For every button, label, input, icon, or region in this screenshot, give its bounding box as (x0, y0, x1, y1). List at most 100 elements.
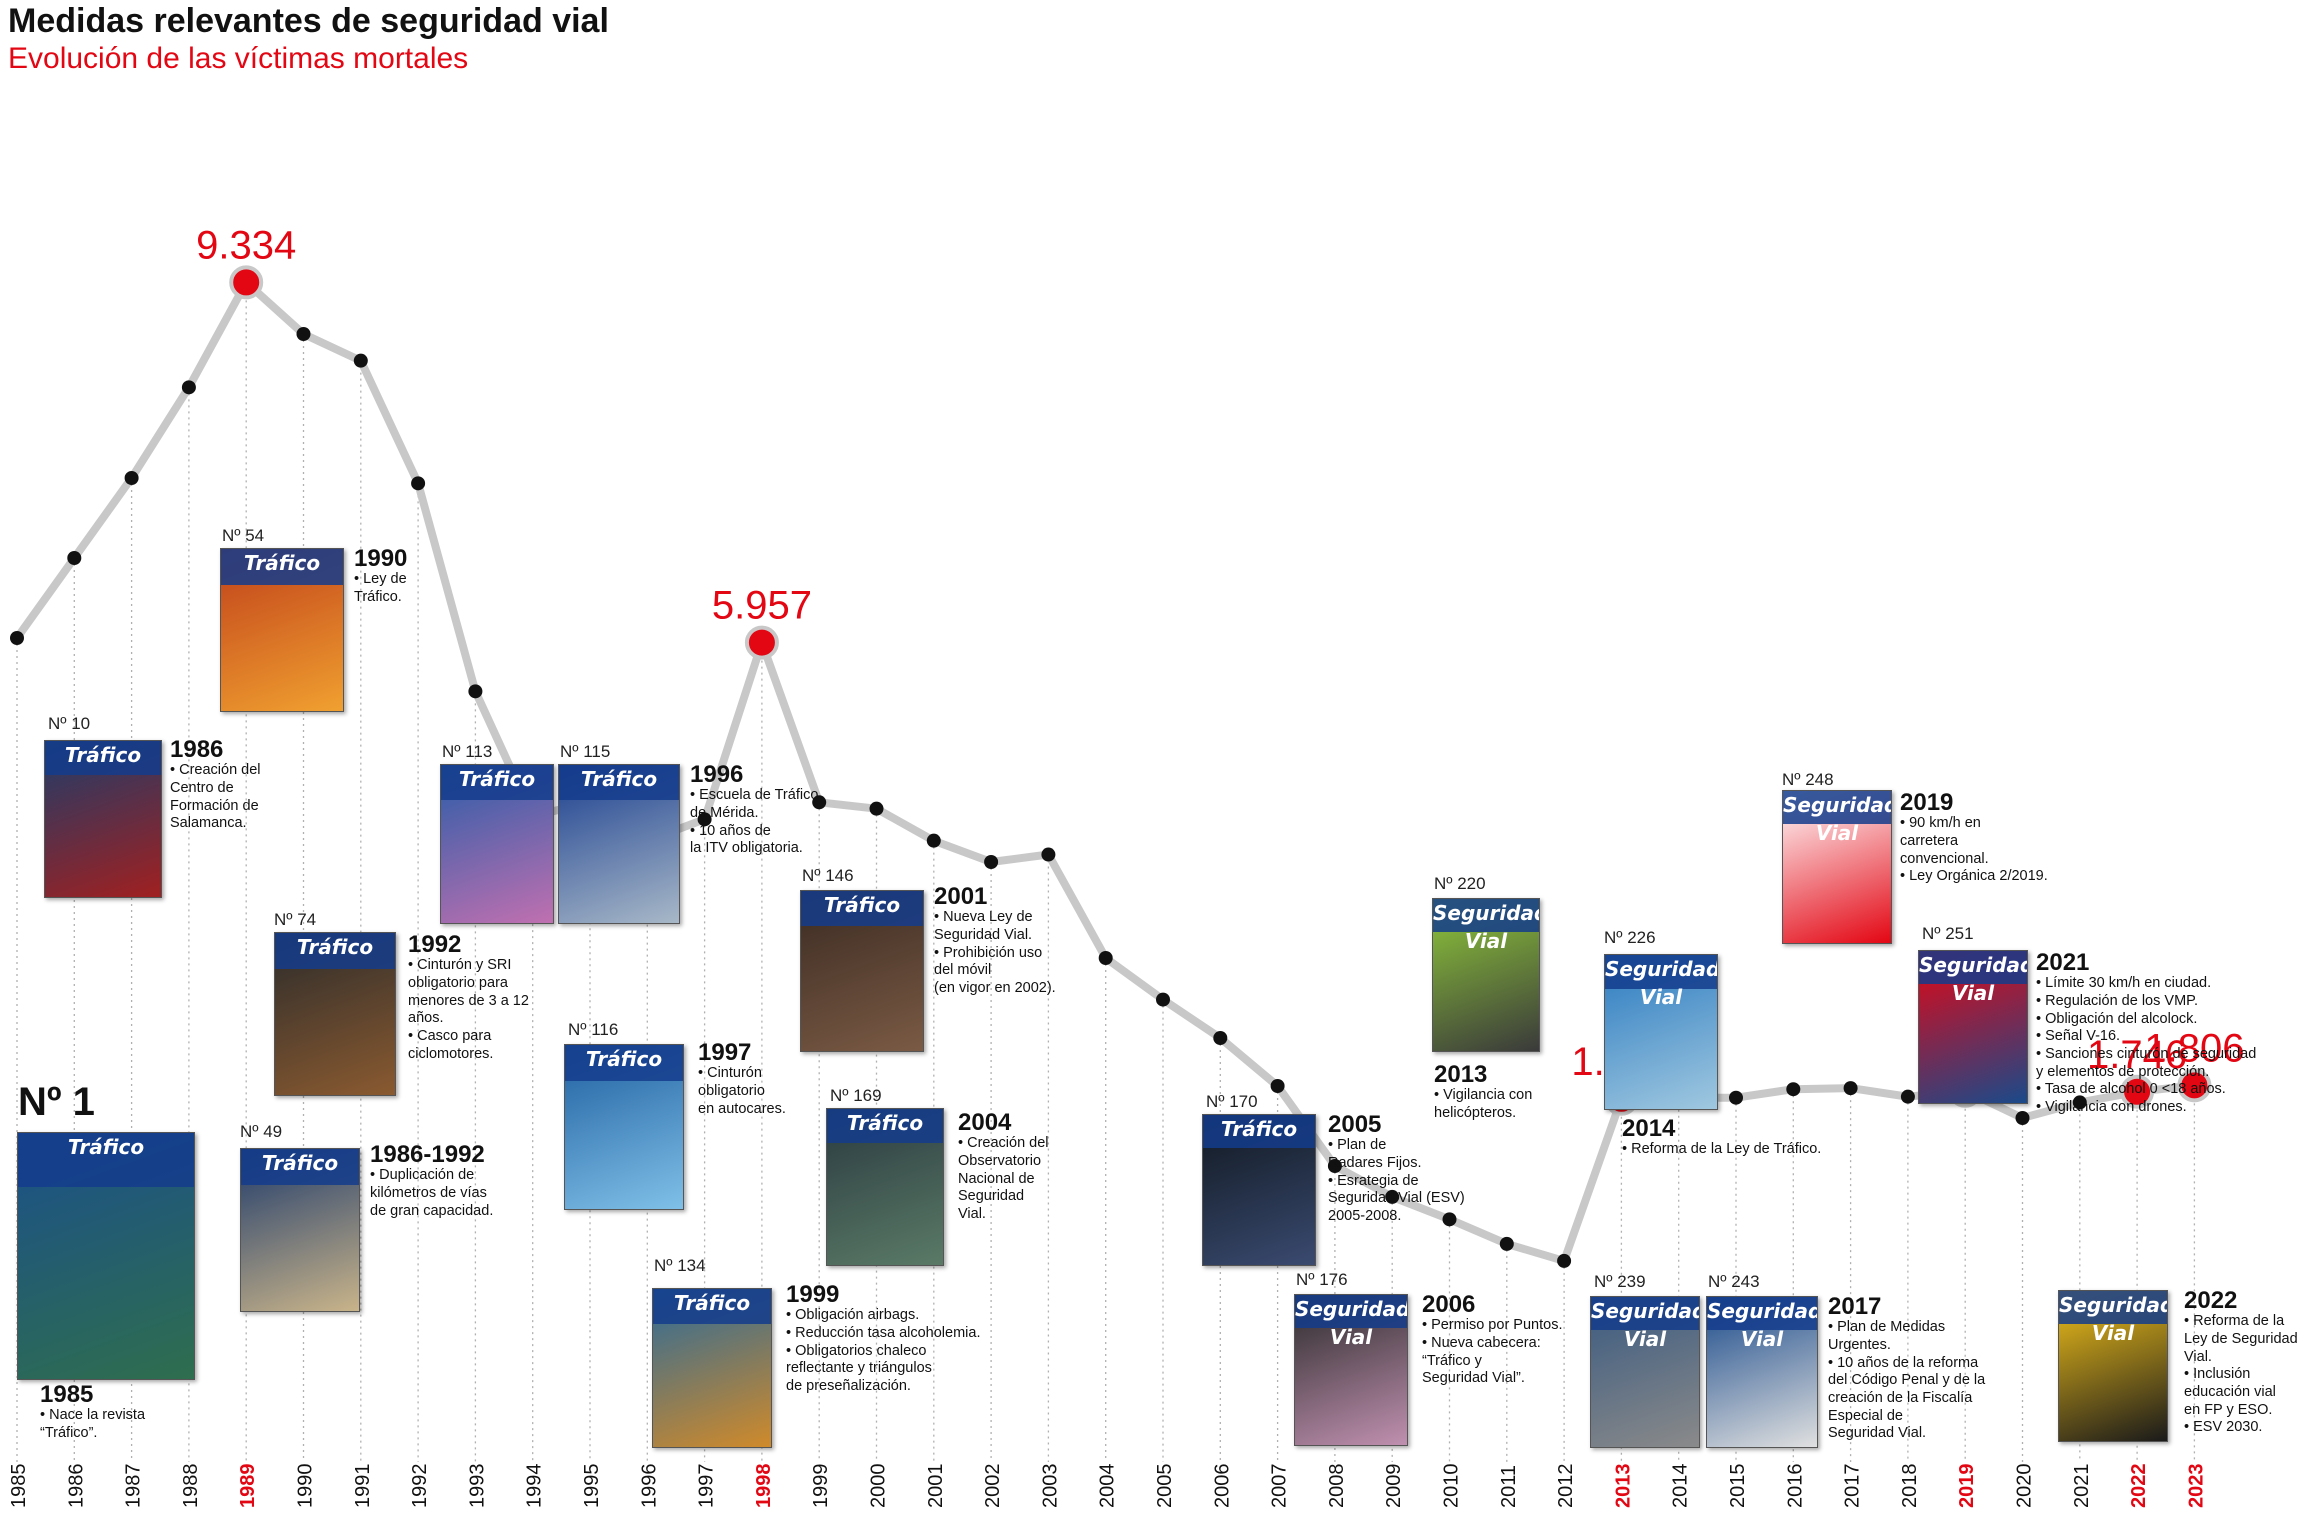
cover-issue-176: Seguridad Vial (1294, 1294, 1408, 1446)
cover-issue-2022: Seguridad Vial (2058, 1290, 2168, 1442)
issue-label: Nº 248 (1782, 770, 1834, 789)
cover-issue-134: Tráfico (652, 1288, 772, 1448)
issue-label: Nº 54 (222, 526, 265, 545)
issue-label: Nº 243 (1708, 1272, 1760, 1291)
x-tick-label-1990: 1990 (295, 1464, 317, 1509)
event-text: • Plan de Medidas Urgentes. • 10 años de… (1828, 1319, 1986, 1442)
cover-issue-226: Seguridad Vial (1604, 954, 1718, 1110)
event-text: • Nace la revista “Tráfico”. (40, 1407, 146, 1441)
event-1992: 1992 • Cinturón y SRI obligatorio para m… (408, 932, 529, 1063)
value-label-1989: 9.334 (196, 223, 296, 267)
event-text: • Reforma de la Ley de Seguridad Vial. •… (2184, 1313, 2298, 1436)
data-point-2006 (1213, 1031, 1228, 1045)
x-tick-label-1998: 1998 (753, 1464, 775, 1509)
cover-masthead: Tráfico (653, 1289, 771, 1324)
chart-subtitle: Evolución de las víctimas mortales (8, 42, 469, 75)
issue-label: Nº 176 (1296, 1270, 1348, 1289)
data-point-2003 (1041, 847, 1056, 862)
event-text: • Cinturón obligatorio en autocares. (698, 1065, 786, 1117)
x-tick-label-2003: 2003 (1039, 1464, 1061, 1509)
cover-masthead: Tráfico (441, 765, 553, 800)
cover-issue-49: Tráfico (240, 1148, 360, 1312)
event-text: • Nueva Ley de Seguridad Vial. • Prohibi… (934, 909, 1056, 996)
cover-issue-74: Tráfico (274, 932, 396, 1096)
cover-issue-169: Tráfico (826, 1108, 944, 1266)
issue-label: Nº 170 (1206, 1092, 1258, 1111)
x-tick-label-1997: 1997 (696, 1464, 718, 1509)
event-year: 2004 (958, 1109, 1012, 1136)
event-2004: 2004 • Creación del Observatorio Naciona… (958, 1110, 1049, 1224)
x-tick-label-1996: 1996 (638, 1464, 660, 1509)
x-tick-label-2009: 2009 (1383, 1464, 1405, 1509)
event-text: • Creación del Centro de Formación de Sa… (170, 762, 261, 832)
event-year: 2017 (1828, 1293, 1882, 1320)
x-tick-label-2002: 2002 (982, 1464, 1004, 1509)
event-text: • Obligación airbags. • Reducción tasa a… (786, 1307, 981, 1394)
x-tick-label-2016: 2016 (1784, 1464, 1806, 1509)
event-text: • Límite 30 km/h en ciudad. • Regulación… (2036, 975, 2257, 1115)
cover-masthead: Tráfico (827, 1109, 943, 1144)
cover-issue-220: Seguridad Vial (1432, 898, 1540, 1052)
issue-label: Nº 116 (568, 1020, 619, 1039)
cover-masthead: Tráfico (801, 891, 923, 927)
x-tick-label-1991: 1991 (352, 1464, 374, 1509)
event-text: • Ley de Tráfico. (354, 571, 407, 605)
event-text: • Reforma de la Ley de Tráfico. (1622, 1141, 1822, 1158)
x-tick-label-2014: 2014 (1670, 1464, 1692, 1509)
data-point-1985 (10, 631, 24, 645)
issue-label: Nº 134 (654, 1256, 706, 1275)
cover-issue-113: Tráfico (440, 764, 554, 924)
data-point-2004 (1098, 951, 1113, 965)
x-tick-label-1985: 1985 (8, 1464, 30, 1509)
event-text: • Escuela de Tráfico de Mérida. • 10 año… (690, 787, 819, 857)
event-2022: 2022 • Reforma de la Ley de Seguridad Vi… (2184, 1288, 2298, 1437)
x-tick-label-2005: 2005 (1154, 1464, 1176, 1509)
data-point-2008 (1327, 1159, 1342, 1173)
issue-number-1: Nº 1 (18, 1080, 95, 1124)
event-2001: 2001 • Nueva Ley de Seguridad Vial. • Pr… (934, 884, 1056, 998)
data-point-1998 (744, 625, 779, 660)
event-year: 1999 (786, 1281, 840, 1308)
event-1999: 1999 • Obligación airbags. • Reducción t… (786, 1282, 981, 1396)
issue-label: Nº 226 (1604, 928, 1656, 947)
cover-issue-248: Seguridad Vial (1782, 790, 1892, 944)
data-point-2001 (926, 833, 941, 848)
data-point-2012 (1557, 1253, 1572, 1268)
event-text: • Cinturón y SRI obligatorio para menore… (408, 957, 529, 1062)
event-1986: 1986 • Creación del Centro de Formación … (170, 737, 261, 833)
issue-label: Nº 146 (802, 866, 854, 885)
data-point-1992 (411, 476, 426, 491)
cover-masthead: Seguridad Vial (1919, 951, 2028, 1005)
x-tick-label-2001: 2001 (925, 1464, 947, 1509)
data-point-1990 (296, 327, 311, 341)
event-text: • Plan de Radares Fijos. • Esrategia de … (1328, 1137, 1465, 1224)
cover-issue-239: Seguridad Vial (1590, 1296, 1700, 1448)
x-tick-label-2004: 2004 (1097, 1464, 1119, 1509)
data-point-2005 (1156, 992, 1170, 1007)
cover-masthead: Tráfico (241, 1149, 359, 1185)
event-text: • Creación del Observatorio Nacional de … (958, 1135, 1049, 1222)
data-point-2017 (1843, 1081, 1858, 1096)
x-tick-label-2023: 2023 (2185, 1464, 2207, 1509)
event-2005: 2005 • Plan de Radares Fijos. • Esrategi… (1328, 1112, 1465, 1226)
x-tick-label-2017: 2017 (1842, 1464, 1864, 1509)
data-point-1989 (229, 265, 264, 300)
event-2013: 2013 • Vigilancia con helicópteros. (1434, 1062, 1532, 1123)
event-year: 2014 (1622, 1115, 1676, 1142)
data-point-2010 (1442, 1212, 1457, 1227)
cover-masthead: Tráfico (559, 765, 679, 800)
cover-masthead: Tráfico (1203, 1115, 1315, 1148)
issue-label: Nº 239 (1594, 1272, 1646, 1291)
x-tick-label-2008: 2008 (1326, 1464, 1348, 1509)
value-label-2023: 1.806 (2144, 1026, 2244, 1070)
cover-masthead: Seguridad Vial (1433, 899, 1540, 953)
data-point-2015 (1729, 1090, 1743, 1105)
cover-issue-146: Tráfico (800, 890, 924, 1052)
event-text: • 90 km/h en carretera convencional. • L… (1900, 815, 2048, 885)
x-tick-label-2007: 2007 (1269, 1464, 1291, 1509)
event-2019: 2019 • 90 km/h en carretera convencional… (1900, 790, 2048, 886)
event-year: 2005 (1328, 1111, 1382, 1138)
cover-issue-243: Seguridad Vial (1706, 1296, 1818, 1448)
data-point-2022 (2120, 1074, 2155, 1109)
chart-title: Medidas relevantes de seguridad vial (8, 2, 609, 40)
